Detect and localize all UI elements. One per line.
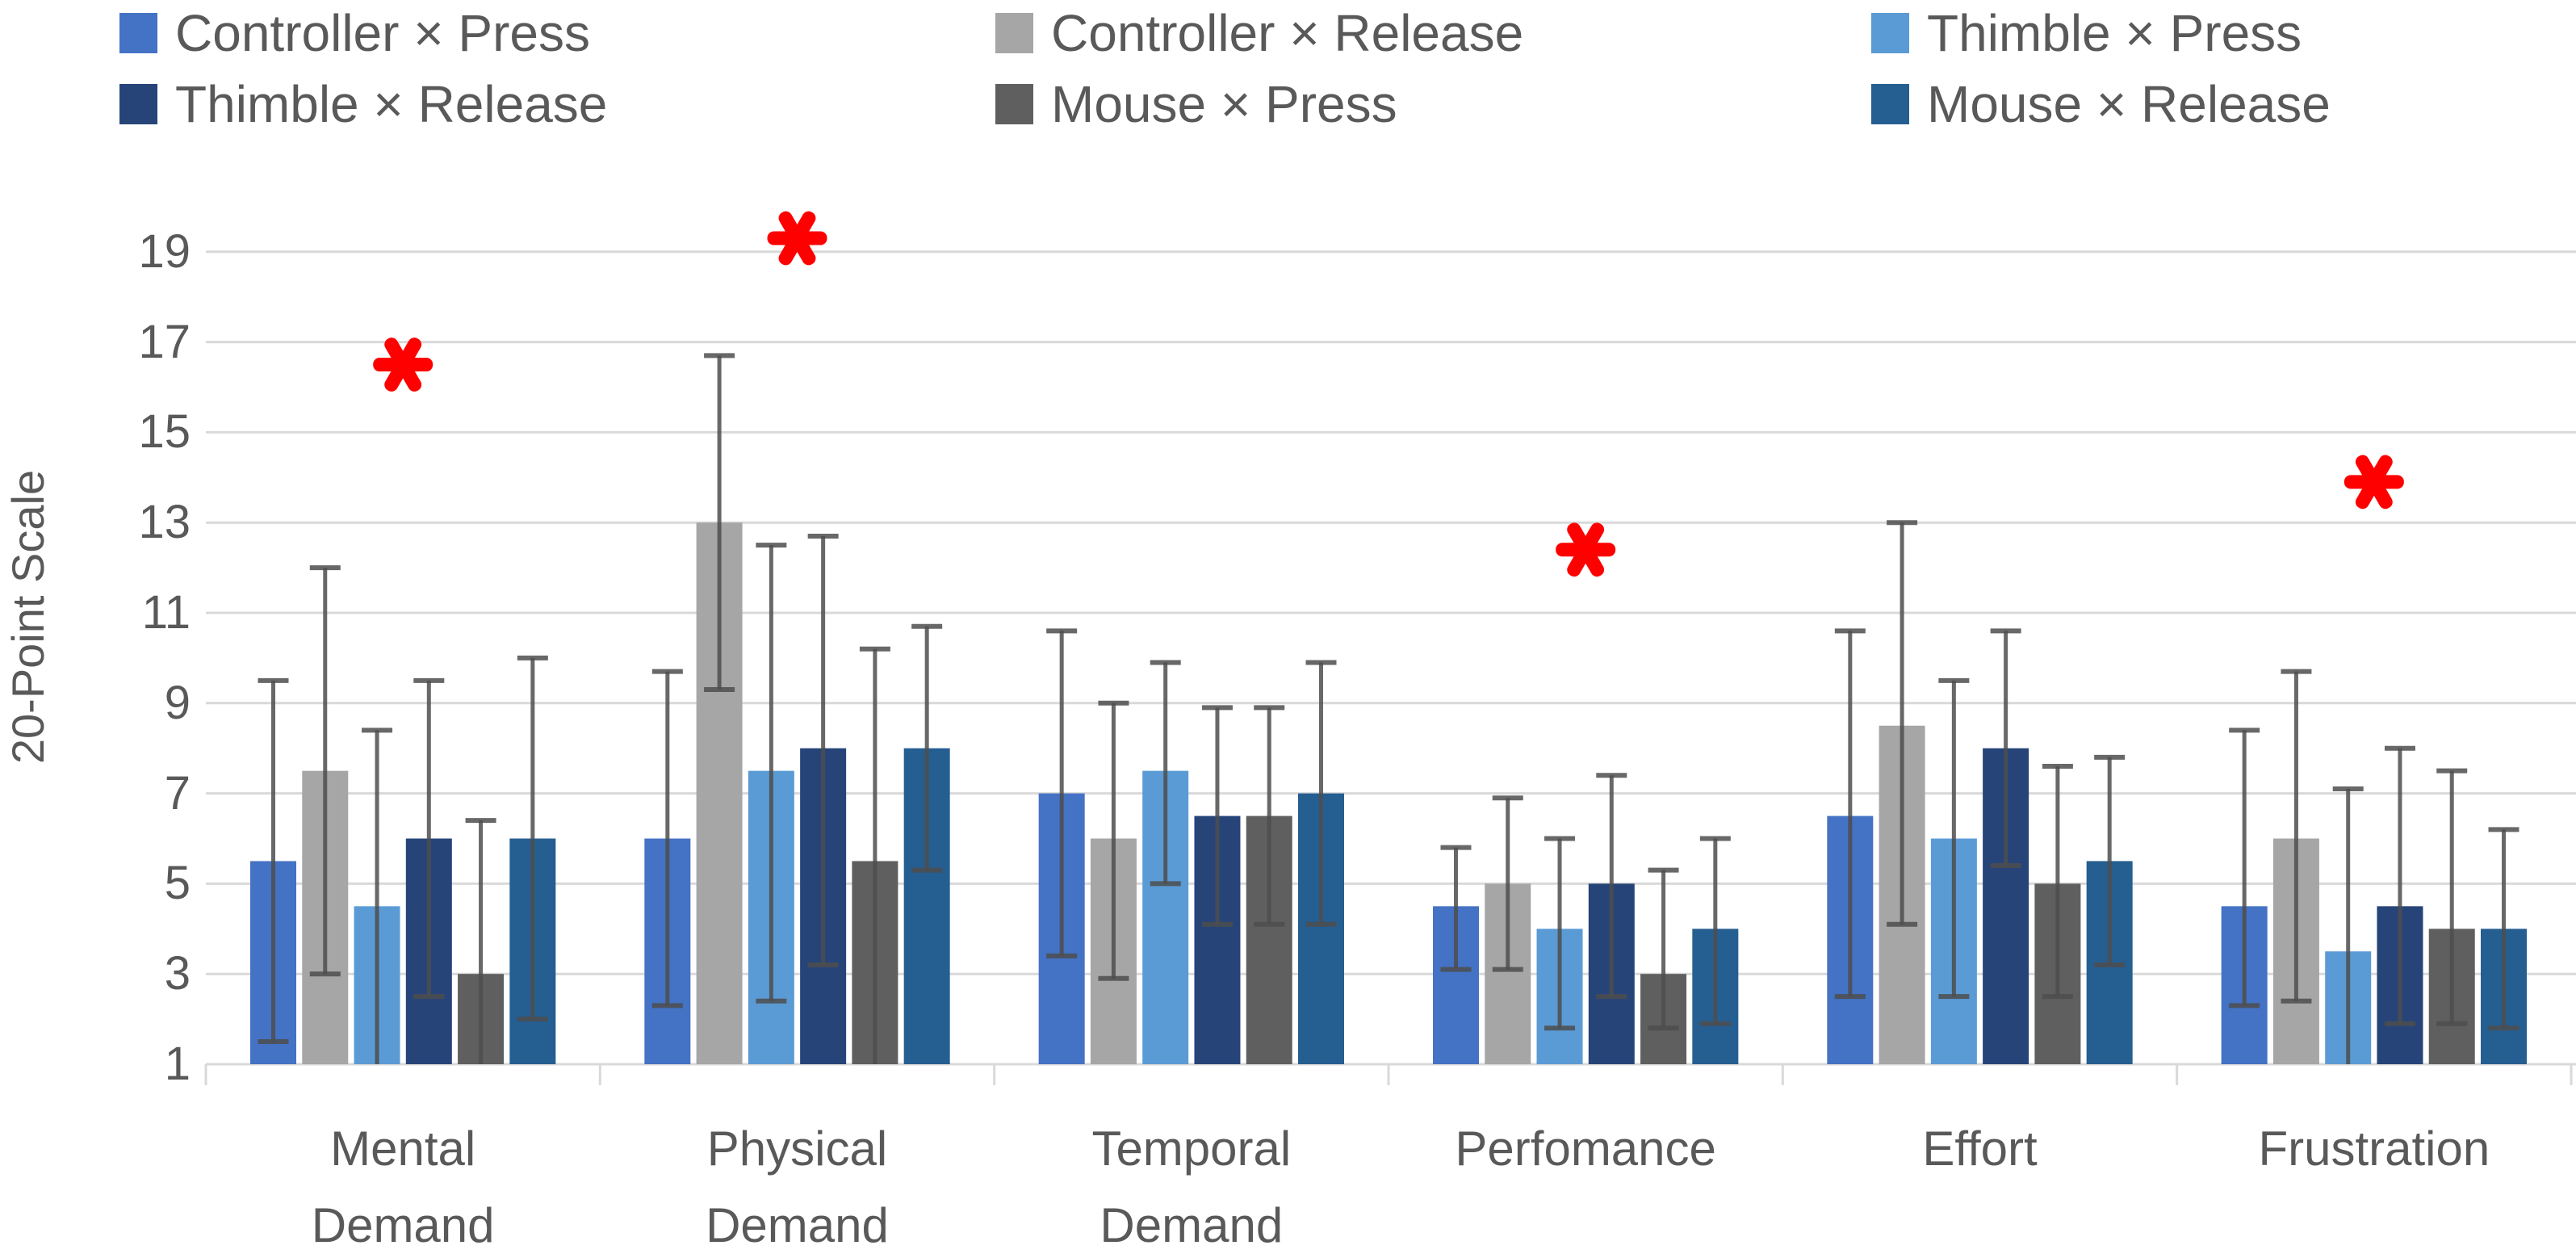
y-tick-label-15: 15: [138, 405, 191, 459]
asterisk-spoke: [1567, 522, 1605, 577]
legend-item-thimble-release: Thimble × Release: [119, 75, 607, 133]
significance-asterisk-perfomance: [1556, 522, 1616, 577]
category-label-frustration: Frustration: [2258, 1122, 2490, 1176]
legend-item-label: Mouse × Release: [1927, 75, 2331, 133]
legend-item-controller-release: Controller × Release: [995, 4, 1524, 62]
legend-item-mouse-release: Mouse × Release: [1871, 75, 2331, 133]
asterisk-spoke: [384, 338, 422, 392]
legend-item-label: Thimble × Release: [175, 75, 608, 133]
legend-swatch: [1871, 13, 1909, 53]
significance-asterisk-mental-demand: [373, 338, 434, 392]
legend-item-label: Controller × Release: [1051, 4, 1524, 62]
y-tick-label-7: 7: [164, 766, 191, 820]
category-label-effort: Effort: [1922, 1122, 2038, 1176]
significance-asterisk-frustration: [2344, 455, 2404, 509]
y-tick-label-17: 17: [138, 315, 191, 368]
category-label-perfomance: Perfomance: [1455, 1122, 1716, 1176]
legend-item-label: Thimble × Press: [1927, 4, 2302, 62]
y-tick-label-9: 9: [164, 676, 191, 729]
legend-swatch: [1871, 84, 1909, 124]
y-tick-label-5: 5: [164, 857, 191, 910]
legend-item-label: Mouse × Press: [1051, 75, 1397, 133]
legend-item-label: Controller × Press: [175, 4, 590, 62]
y-tick-label-1: 1: [164, 1038, 191, 1090]
category-label-mental-demand: Mental Demand: [311, 1122, 495, 1252]
y-tick-label-19: 19: [138, 224, 191, 278]
legend-item-controller-press: Controller × Press: [119, 4, 590, 62]
legend-item-mouse-press: Mouse × Press: [995, 75, 1397, 133]
asterisk-spoke: [778, 211, 816, 266]
legend-item-thimble-press: Thimble × Press: [1871, 4, 2302, 62]
y-tick-label-13: 13: [138, 496, 191, 549]
legend-swatch: [995, 84, 1033, 124]
legend-swatch: [119, 13, 157, 53]
legend-swatch: [119, 84, 157, 124]
asterisk-spoke: [2355, 455, 2393, 509]
y-tick-label-3: 3: [164, 947, 191, 1000]
y-tick-label-11: 11: [141, 586, 191, 639]
significance-asterisk-physical-demand: [767, 211, 827, 266]
legend-swatch: [995, 13, 1033, 53]
category-label-physical-demand: Physical Demand: [706, 1122, 889, 1252]
category-label-temporal-demand: Temporal Demand: [1091, 1122, 1292, 1252]
